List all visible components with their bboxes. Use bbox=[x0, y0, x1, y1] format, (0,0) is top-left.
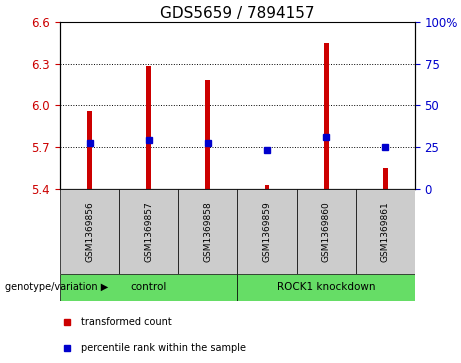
Text: control: control bbox=[130, 282, 167, 292]
Text: ROCK1 knockdown: ROCK1 knockdown bbox=[277, 282, 375, 292]
Text: GSM1369857: GSM1369857 bbox=[144, 201, 153, 262]
Bar bbox=[356, 189, 415, 274]
Bar bbox=[60, 274, 237, 301]
Text: genotype/variation ▶: genotype/variation ▶ bbox=[5, 282, 108, 292]
Text: GSM1369861: GSM1369861 bbox=[381, 201, 390, 262]
Text: GSM1369860: GSM1369860 bbox=[322, 201, 331, 262]
Text: GSM1369858: GSM1369858 bbox=[203, 201, 213, 262]
Text: transformed count: transformed count bbox=[81, 317, 172, 327]
Text: percentile rank within the sample: percentile rank within the sample bbox=[81, 343, 246, 353]
Bar bbox=[265, 184, 269, 189]
Bar bbox=[324, 42, 329, 189]
Bar bbox=[178, 189, 237, 274]
Text: GSM1369859: GSM1369859 bbox=[262, 201, 272, 262]
Bar bbox=[146, 66, 151, 189]
Bar bbox=[237, 274, 415, 301]
Bar bbox=[237, 189, 296, 274]
Title: GDS5659 / 7894157: GDS5659 / 7894157 bbox=[160, 5, 315, 21]
Bar bbox=[383, 168, 388, 189]
Bar bbox=[296, 189, 356, 274]
Text: GSM1369856: GSM1369856 bbox=[85, 201, 94, 262]
Bar bbox=[206, 80, 210, 189]
Bar bbox=[119, 189, 178, 274]
Bar bbox=[87, 111, 92, 189]
Bar bbox=[60, 189, 119, 274]
